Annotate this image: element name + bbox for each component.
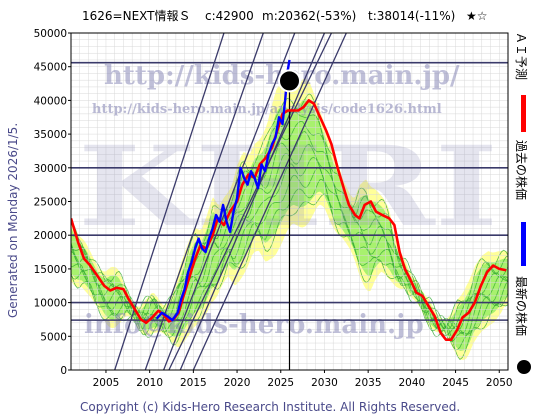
legend-latest-price-dot	[517, 360, 531, 374]
x-tick-label: 2030	[311, 377, 338, 389]
y-tick-label: 25000	[34, 197, 67, 209]
legend: ＡＩ予測 過去の株価 最新の株価	[514, 32, 531, 374]
y-tick-label: 0	[60, 365, 67, 377]
band-inner	[71, 99, 508, 351]
x-tick-label: 2015	[180, 377, 207, 389]
header-rating-stars: ★☆	[466, 9, 488, 23]
watermark-brand: KHRI	[78, 122, 498, 251]
y-tick-label: 45000	[34, 62, 67, 74]
trend-guide-line	[114, 33, 225, 370]
trend-guide-line	[192, 33, 347, 370]
latest-price-marker	[278, 69, 301, 93]
x-tick-label: 2010	[136, 377, 163, 389]
axes-group: 0 5000 10000 15000 20000 25000 30000 35000 40000…	[34, 28, 513, 389]
x-tick-label: 2050	[486, 377, 513, 389]
copyright-text: Copyright (c) Kids-Hero Research Institu…	[80, 400, 460, 414]
trend-guide-line	[179, 33, 326, 370]
legend-ai-forecast-swatch	[521, 95, 526, 132]
x-tick-label: 2035	[355, 377, 382, 389]
y-tick-label: 40000	[34, 95, 67, 107]
legend-latest-price-label: 最新の株価	[514, 276, 529, 336]
y-tick-label: 20000	[34, 230, 67, 242]
legend-past-price-swatch	[521, 222, 526, 266]
y-tick-label: 10000	[34, 298, 67, 310]
x-tick-label: 2040	[398, 377, 425, 389]
x-tick-label: 2020	[224, 377, 251, 389]
y-tick-label: 30000	[34, 163, 67, 175]
y-tick-label: 35000	[34, 129, 67, 141]
x-tick-label: 2025	[267, 377, 294, 389]
ai-forecast-line	[71, 99, 507, 341]
x-tick-label: 2005	[93, 377, 120, 389]
header-mid-price: m:20362(-53%)	[262, 9, 356, 23]
header-current-price: c:42900	[205, 9, 254, 23]
y-tick-label: 5000	[40, 331, 67, 343]
y-tick-label: 15000	[34, 264, 67, 276]
trend-guide-line	[168, 33, 333, 370]
x-tick-label: 2045	[442, 377, 469, 389]
legend-past-price-label: 過去の株価	[514, 140, 529, 200]
header-code-name: 1626=NEXT情報Ｓ	[82, 9, 191, 23]
header-target-price: t:38014(-11%)	[368, 9, 455, 23]
past-price-line	[155, 59, 291, 322]
series-group	[71, 33, 508, 370]
generated-date-label: Generated on Monday 2026/1/5.	[6, 123, 20, 318]
y-tick-label: 50000	[34, 28, 67, 40]
watermark-group: KHRI http://kids-hero.main.jp/ http://ki…	[78, 61, 498, 340]
legend-ai-forecast-label: ＡＩ予測	[514, 32, 528, 80]
trend-guide-line	[163, 33, 296, 370]
watermark-email: info@kids-hero.main.jp	[84, 310, 424, 340]
watermark-url-small: http://kids-hero.main.jp/analysis/code16…	[92, 102, 442, 117]
